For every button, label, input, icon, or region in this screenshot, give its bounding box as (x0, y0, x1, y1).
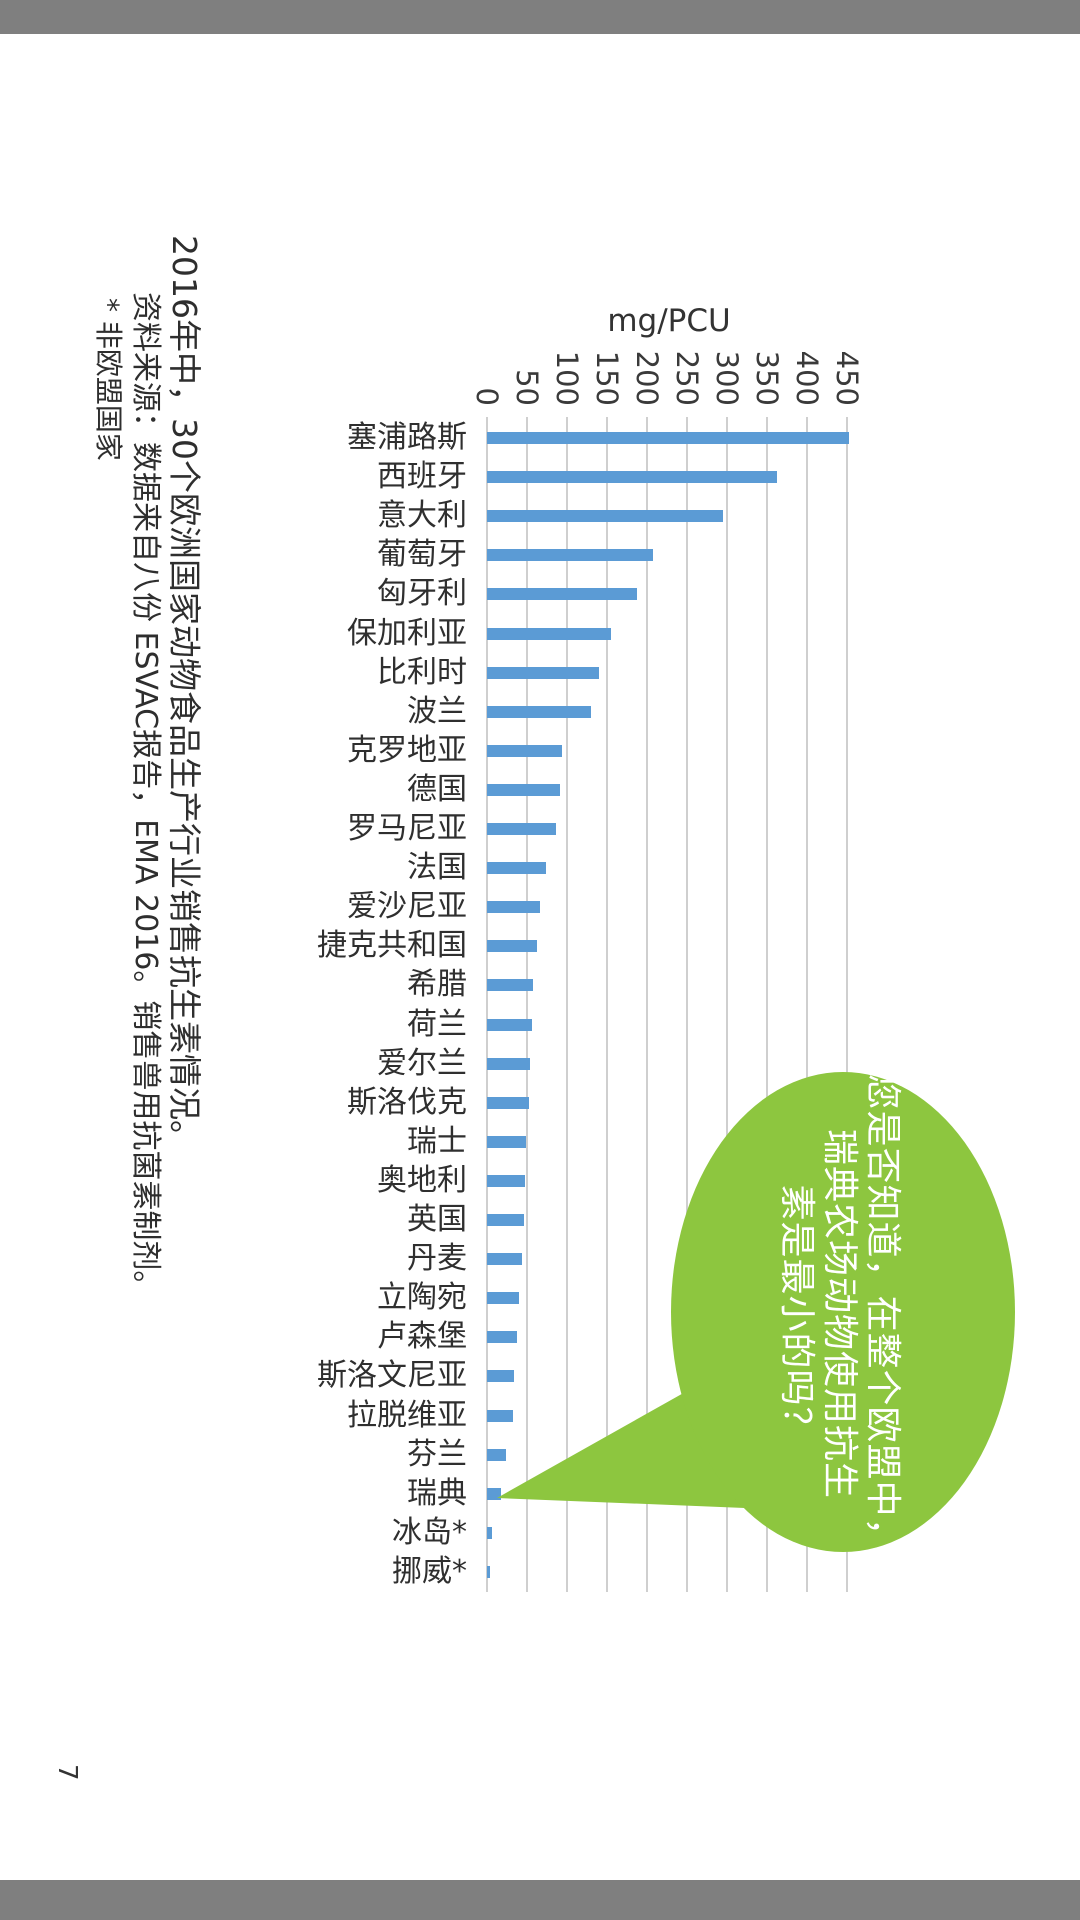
category-label-瑞士: 瑞士 (407, 1123, 467, 1159)
category-label-立陶宛: 立陶宛 (377, 1280, 467, 1316)
category-label-葡萄牙: 葡萄牙 (377, 537, 467, 573)
bar-希腊 (487, 979, 534, 992)
source-text: 资料来源：数据来自八份 ESVAC报告，EMA 2016。销售兽用抗菌素制剂。 (128, 292, 163, 1301)
category-label-奥地利: 奥地利 (377, 1162, 467, 1198)
value-axis-tick-label: 350 (750, 350, 784, 406)
screen-top-gray-bar (0, 0, 1080, 34)
page-number: 7 (52, 1764, 82, 1781)
category-label-瑞典: 瑞典 (407, 1475, 467, 1511)
speech-bubble-line-3: 素是最小的吗？ (776, 1184, 817, 1444)
category-label-克罗地亚: 克罗地亚 (347, 732, 467, 768)
category-label-罗马尼亚: 罗马尼亚 (347, 811, 467, 846)
bar-爱沙尼亚 (487, 901, 540, 914)
category-label-意大利: 意大利 (377, 498, 467, 534)
speech-bubble-text: 您是否知道，在整个欧盟中， 瑞典农场动物使用抗生 素是最小的吗？ (775, 1069, 904, 1559)
bar-比利时 (487, 666, 599, 679)
document-page: 0 50 100 150 200 250 300 350 400 450 塞浦路斯 西班牙 意大利 葡萄牙… (0, 34, 1080, 1880)
category-label-挪威: 挪威* (392, 1553, 467, 1589)
category-label-斯洛伐克: 斯洛伐克 (347, 1084, 467, 1120)
value-axis-tick-label: 450 (830, 350, 864, 406)
bar-塞浦路斯 (487, 432, 850, 444)
category-label-冰岛: 冰岛* (392, 1514, 467, 1550)
value-axis-tick-label: 100 (550, 350, 584, 406)
value-axis-tick-label: 0 (470, 387, 504, 406)
category-label-荷兰: 荷兰 (407, 1006, 467, 1042)
category-label-英国: 英国 (407, 1202, 467, 1237)
speech-bubble-body (671, 1072, 1015, 1552)
speech-bubble (497, 1072, 1015, 1552)
category-label-卢森堡: 卢森堡 (377, 1319, 467, 1355)
bar-德国 (487, 783, 560, 796)
category-label-波兰: 波兰 (407, 693, 467, 729)
category-label-捷克共和国: 捷克共和国 (317, 928, 467, 964)
category-label-爱尔兰: 爱尔兰 (377, 1045, 467, 1081)
bar-保加利亚 (487, 627, 611, 640)
bar-罗马尼亚 (487, 823, 556, 835)
category-label-芬兰: 芬兰 (407, 1436, 467, 1472)
bar-波兰 (487, 705, 591, 718)
bar-荷兰 (487, 1018, 532, 1031)
bar-克罗地亚 (487, 744, 563, 757)
category-label-德国: 德国 (407, 771, 467, 807)
bar-匈牙利 (487, 588, 637, 601)
bar-意大利 (487, 510, 723, 523)
category-label-斯洛文尼亚: 斯洛文尼亚 (317, 1358, 467, 1394)
value-axis-tick-label: 400 (790, 350, 824, 406)
category-label-塞浦路斯: 塞浦路斯 (347, 420, 467, 455)
screen-bottom-gray-bar (0, 1880, 1080, 1920)
speech-bubble-line-1: 您是否知道，在整个欧盟中， (862, 1073, 903, 1555)
bar-法国 (487, 862, 547, 875)
speech-bubble-line-2: 瑞典农场动物使用抗生 (819, 1128, 860, 1499)
category-label-拉脱维亚: 拉脱维亚 (347, 1397, 467, 1433)
category-label-法国: 法国 (407, 850, 467, 886)
category-label-爱沙尼亚: 爱沙尼亚 (347, 889, 467, 925)
category-label-希腊: 希腊 (407, 967, 467, 1003)
category-label-匈牙利: 匈牙利 (377, 576, 467, 612)
category-label-西班牙: 西班牙 (377, 459, 467, 495)
footnote-text: * 非欧盟国家 (92, 298, 125, 461)
category-label-保加利亚: 保加利亚 (347, 615, 467, 651)
category-label-比利时: 比利时 (377, 654, 467, 690)
bar-捷克共和国 (487, 940, 537, 953)
value-axis-title: mg/PCU (607, 303, 731, 339)
value-axis-tick-label: 50 (510, 369, 544, 406)
category-label-丹麦: 丹麦 (407, 1241, 467, 1277)
bar-西班牙 (487, 471, 777, 484)
bar-葡萄牙 (487, 549, 654, 562)
